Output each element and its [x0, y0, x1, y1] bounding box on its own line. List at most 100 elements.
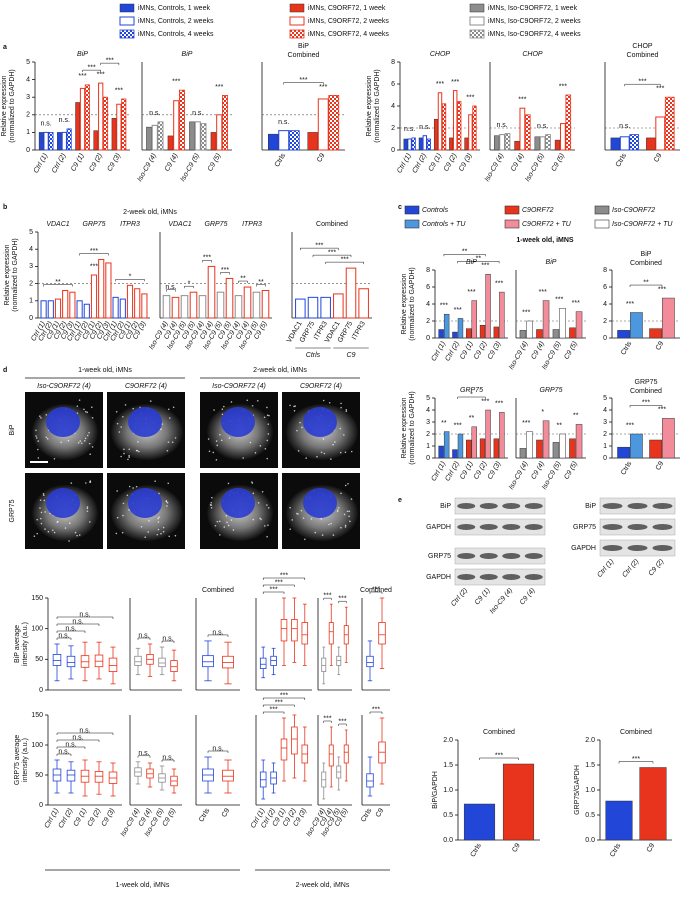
bar [76, 300, 83, 319]
speckle [345, 410, 348, 413]
bar [162, 295, 171, 319]
speckle [128, 485, 131, 488]
bar [471, 426, 477, 459]
significance-label: *** [539, 289, 547, 296]
box [291, 619, 298, 642]
speckle [172, 406, 175, 409]
speckle [330, 522, 332, 525]
significance-label: *** [518, 97, 526, 104]
speckle [40, 522, 43, 525]
speckle [227, 524, 230, 527]
speckle [296, 512, 298, 515]
y-tick-label: 8 [391, 59, 395, 66]
bar [307, 296, 319, 319]
significance-label: *** [341, 256, 349, 263]
y-axis-label: (normalized to GAPDH) [374, 69, 381, 143]
speckle [302, 517, 305, 519]
chart-title: Combined [483, 729, 515, 736]
significance-bracket [220, 272, 230, 275]
blot-strip [454, 518, 546, 536]
significance-label: *** [338, 596, 346, 603]
speckle [350, 498, 353, 500]
bar [619, 136, 630, 151]
bar [617, 446, 630, 459]
panel-label: d [3, 367, 7, 374]
significance-label: *** [436, 81, 444, 88]
lane-label: Ctrl (1) [596, 558, 615, 579]
significance-bracket [161, 640, 175, 644]
significance-label: *** [299, 77, 307, 84]
speckle [162, 526, 165, 529]
bar [307, 132, 318, 151]
legend-label: Iso-C9ORF72 [612, 207, 655, 214]
group-label: ITPR3 [120, 221, 140, 228]
y-tick-label: 0.0 [443, 837, 453, 844]
x-tick-label: Iso-C9 (4) [508, 460, 530, 490]
speckle [340, 406, 342, 409]
bar [536, 329, 543, 339]
bar [43, 131, 49, 151]
legend-swatch [119, 16, 135, 26]
bar [210, 132, 217, 151]
bar [252, 291, 261, 319]
speckle [147, 531, 149, 533]
blot-band [652, 524, 673, 530]
speckle [167, 441, 170, 443]
speckle [321, 534, 324, 536]
speckle [160, 532, 162, 535]
speckle [89, 480, 92, 482]
speckle [157, 521, 160, 523]
x-tick-label: Ctrls [198, 807, 212, 823]
speckle [158, 492, 160, 495]
bar [207, 265, 216, 319]
speckle [116, 490, 118, 492]
bar [649, 328, 662, 339]
legend-swatch [594, 205, 610, 215]
bar [463, 803, 496, 841]
x-tick-label: C9 (5) [550, 152, 566, 172]
bar [288, 130, 300, 151]
x-tick-label: C9 [375, 807, 386, 818]
speckle [344, 526, 347, 528]
bar [119, 298, 126, 319]
significance-label: *** [275, 699, 283, 706]
nucleus [221, 488, 255, 518]
box [378, 622, 386, 645]
chart-title: CHOP [632, 43, 653, 50]
y-tick-label: 1 [26, 129, 30, 136]
bar [617, 330, 630, 339]
significance-bracket [283, 82, 324, 85]
box [343, 744, 349, 764]
blot-label: GAPDH [426, 524, 451, 531]
bar [243, 286, 252, 319]
speckle [123, 448, 125, 451]
speckle [299, 421, 301, 424]
bar [216, 291, 225, 319]
bar [200, 123, 207, 151]
bar [552, 442, 560, 459]
x-tick-label: C9 [655, 340, 666, 351]
significance-bracket [312, 254, 352, 258]
bar [93, 130, 99, 151]
speckle [140, 525, 143, 528]
column-label: C9ORF72 (4) [125, 383, 167, 390]
bar [422, 135, 428, 151]
speckle [78, 534, 81, 536]
significance-label: *** [572, 300, 580, 307]
x-tick-label: C9 (5) [563, 460, 579, 480]
speckle [135, 485, 138, 488]
y-tick-label: 2 [426, 318, 430, 325]
nucleus [46, 488, 80, 518]
significance-bracket [115, 279, 145, 282]
lane-label: C9 (2) [648, 558, 666, 577]
x-tick-label: C9 (4) [510, 152, 526, 172]
significance-label: ** [573, 413, 579, 420]
bar [479, 325, 486, 339]
row-label: BiP [9, 424, 16, 435]
bar [167, 135, 174, 151]
speckle [301, 426, 303, 429]
bar [151, 124, 158, 151]
bar [222, 95, 228, 151]
speckle [154, 480, 156, 482]
blot-band [652, 503, 673, 509]
